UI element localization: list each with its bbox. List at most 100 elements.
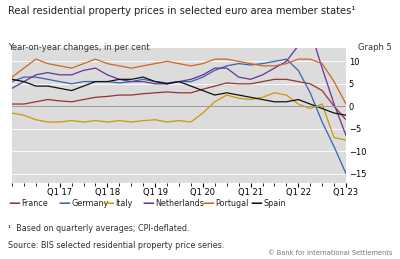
France [296, 80, 301, 83]
Italy [22, 114, 26, 117]
Portugal [248, 62, 253, 65]
Spain [45, 84, 50, 88]
Text: —: — [250, 197, 262, 210]
Line: Spain: Spain [12, 77, 346, 115]
Spain [129, 78, 134, 81]
Text: Italy: Italy [115, 199, 132, 208]
Italy [105, 120, 110, 124]
Portugal [284, 62, 289, 65]
Text: Source: BIS selected residential property price series.: Source: BIS selected residential propert… [8, 241, 224, 250]
France [236, 82, 241, 85]
France [69, 100, 74, 103]
Germany [129, 80, 134, 83]
Spain [188, 84, 193, 88]
Germany [22, 76, 26, 79]
Spain [176, 80, 181, 83]
Portugal [296, 57, 301, 61]
Spain [296, 98, 301, 101]
Germany [272, 60, 277, 63]
Text: ¹  Based on quarterly averages; CPI-deflated.: ¹ Based on quarterly averages; CPI-defla… [8, 224, 190, 233]
Text: France: France [21, 199, 48, 208]
Germany [236, 62, 241, 65]
Spain [308, 103, 313, 106]
Portugal [224, 57, 229, 61]
France [284, 78, 289, 81]
France [212, 84, 217, 88]
Line: France: France [12, 79, 346, 120]
France [57, 99, 62, 103]
Spain [34, 84, 38, 88]
Italy [176, 119, 181, 122]
France [141, 92, 146, 95]
France [93, 96, 98, 99]
France [248, 82, 253, 85]
Germany [176, 80, 181, 83]
Italy [344, 138, 348, 141]
Italy [165, 120, 170, 124]
Portugal [81, 62, 86, 65]
Netherlands [236, 76, 241, 79]
Netherlands [188, 78, 193, 81]
Netherlands [344, 134, 348, 137]
Spain [105, 80, 110, 83]
France [105, 95, 110, 98]
Netherlands [81, 69, 86, 72]
Line: Italy: Italy [12, 93, 346, 140]
Portugal [93, 57, 98, 61]
Spain [117, 78, 122, 81]
Italy [212, 100, 217, 103]
Spain [332, 111, 336, 114]
Netherlands [200, 73, 205, 76]
Text: Spain: Spain [263, 199, 286, 208]
Netherlands [117, 78, 122, 81]
Italy [81, 120, 86, 124]
Portugal [188, 64, 193, 67]
Spain [344, 114, 348, 117]
Spain [224, 91, 229, 94]
Portugal [212, 57, 217, 61]
Germany [34, 76, 38, 79]
Text: Netherlands: Netherlands [155, 199, 204, 208]
France [308, 82, 313, 85]
France [332, 105, 336, 108]
France [117, 93, 122, 97]
Italy [141, 119, 146, 122]
Netherlands [224, 67, 229, 70]
Line: Germany: Germany [12, 59, 346, 174]
Germany [117, 81, 122, 84]
Portugal [308, 57, 313, 61]
Portugal [344, 103, 348, 106]
Italy [93, 119, 98, 122]
Spain [272, 100, 277, 103]
Italy [188, 120, 193, 124]
France [129, 93, 134, 97]
Italy [200, 111, 205, 114]
France [10, 103, 14, 106]
Spain [153, 80, 158, 83]
Portugal [57, 64, 62, 67]
Spain [200, 89, 205, 92]
Portugal [117, 64, 122, 67]
Text: —: — [58, 197, 70, 210]
Italy [224, 93, 229, 97]
France [272, 78, 277, 81]
Italy [284, 93, 289, 97]
Spain [212, 93, 217, 97]
Germany [284, 57, 289, 61]
Germany [153, 80, 158, 83]
Germany [69, 82, 74, 85]
Netherlands [153, 82, 158, 85]
Portugal [236, 60, 241, 63]
Spain [57, 87, 62, 90]
Germany [296, 69, 301, 72]
Italy [332, 136, 336, 139]
Netherlands [308, 28, 313, 32]
Text: Real residential property prices in selected euro area member states¹: Real residential property prices in sele… [8, 6, 355, 17]
Netherlands [129, 80, 134, 83]
Spain [93, 80, 98, 83]
Portugal [105, 62, 110, 65]
Italy [153, 118, 158, 121]
Text: —: — [142, 197, 154, 210]
Italy [45, 120, 50, 124]
Netherlands [34, 73, 38, 76]
